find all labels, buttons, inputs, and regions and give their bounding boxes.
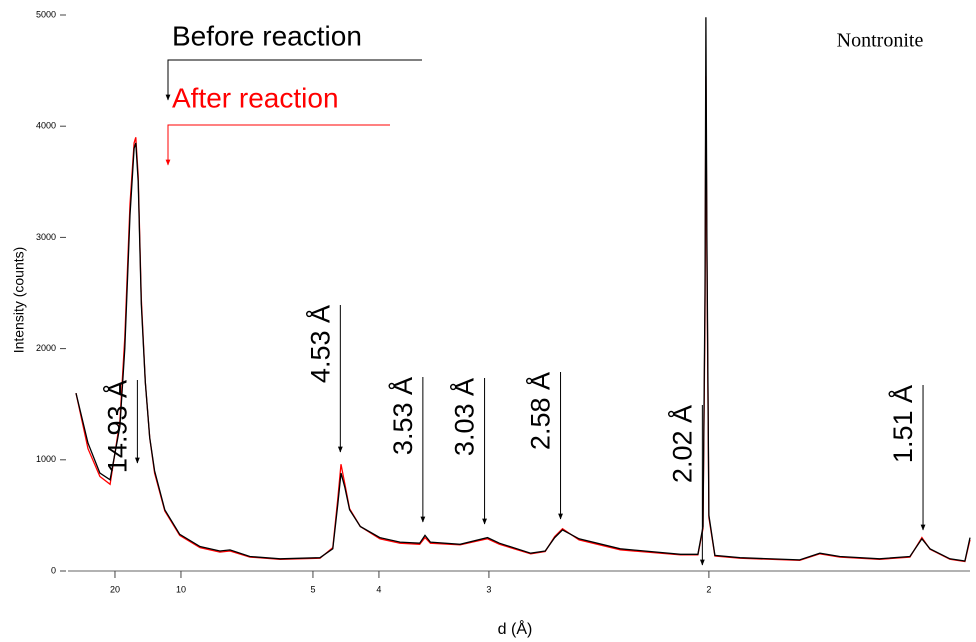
x-tick-label: 2 — [706, 584, 711, 594]
legend-label: Before reaction — [172, 20, 362, 51]
y-tick-label: 0 — [51, 565, 56, 575]
series-line — [75, 76, 971, 563]
y-tick-label: 4000 — [36, 121, 56, 131]
y-tick-label: 5000 — [36, 9, 56, 19]
peak-label: 3.03 Å — [449, 378, 480, 456]
x-axis-label: d (Å) — [498, 619, 533, 638]
x-tick-label: 4 — [376, 584, 381, 594]
sample-label: Nontronite — [837, 30, 924, 52]
series-line — [75, 17, 971, 562]
legend-line — [165, 59, 422, 101]
peak-label: 2.02 Å — [666, 405, 697, 483]
peak-label: 4.53 Å — [304, 305, 335, 383]
x-tick-label: 3 — [486, 584, 491, 594]
x-tick-label: 10 — [176, 584, 186, 594]
legend-line — [165, 124, 390, 166]
x-tick-label: 20 — [110, 584, 120, 594]
y-tick-label: 1000 — [36, 454, 56, 464]
peak-label: 1.51 Å — [887, 385, 918, 463]
x-tick-label: 5 — [310, 584, 315, 594]
y-axis-label: Intensity (counts) — [11, 247, 27, 354]
y-tick-label: 2000 — [36, 343, 56, 353]
legend-label: After reaction — [172, 82, 339, 113]
peak-label: 14.93 Å — [102, 380, 133, 473]
peak-label: 3.53 Å — [387, 377, 418, 455]
peak-label: 2.58 Å — [525, 372, 556, 450]
y-tick-label: 3000 — [36, 232, 56, 242]
